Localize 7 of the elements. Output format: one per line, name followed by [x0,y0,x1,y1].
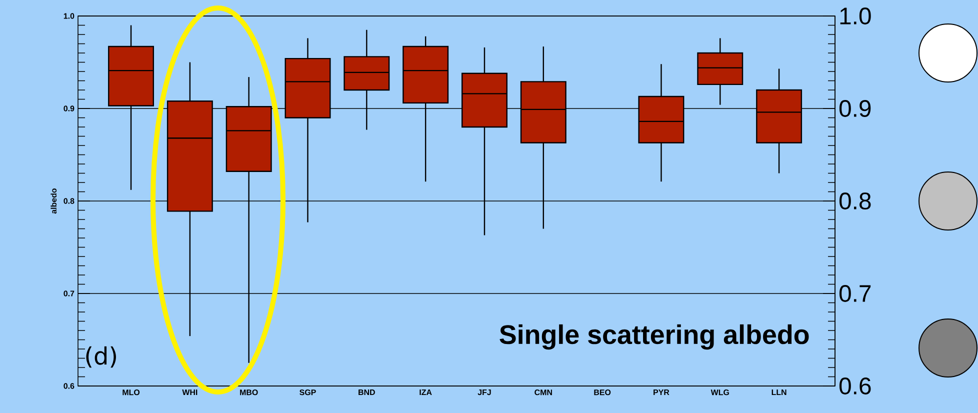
y2-tick-label: 1.0 [840,8,871,24]
y2-tick-label: 0.8 [839,192,871,210]
annotation: (d) [86,346,116,368]
y2-tick-label: 0.6 [839,378,871,394]
y2-tick-label: 0.7 [839,285,871,302]
y2-tick-label: 0.9 [839,100,871,117]
annotation: Single scattering albedo [500,324,809,350]
